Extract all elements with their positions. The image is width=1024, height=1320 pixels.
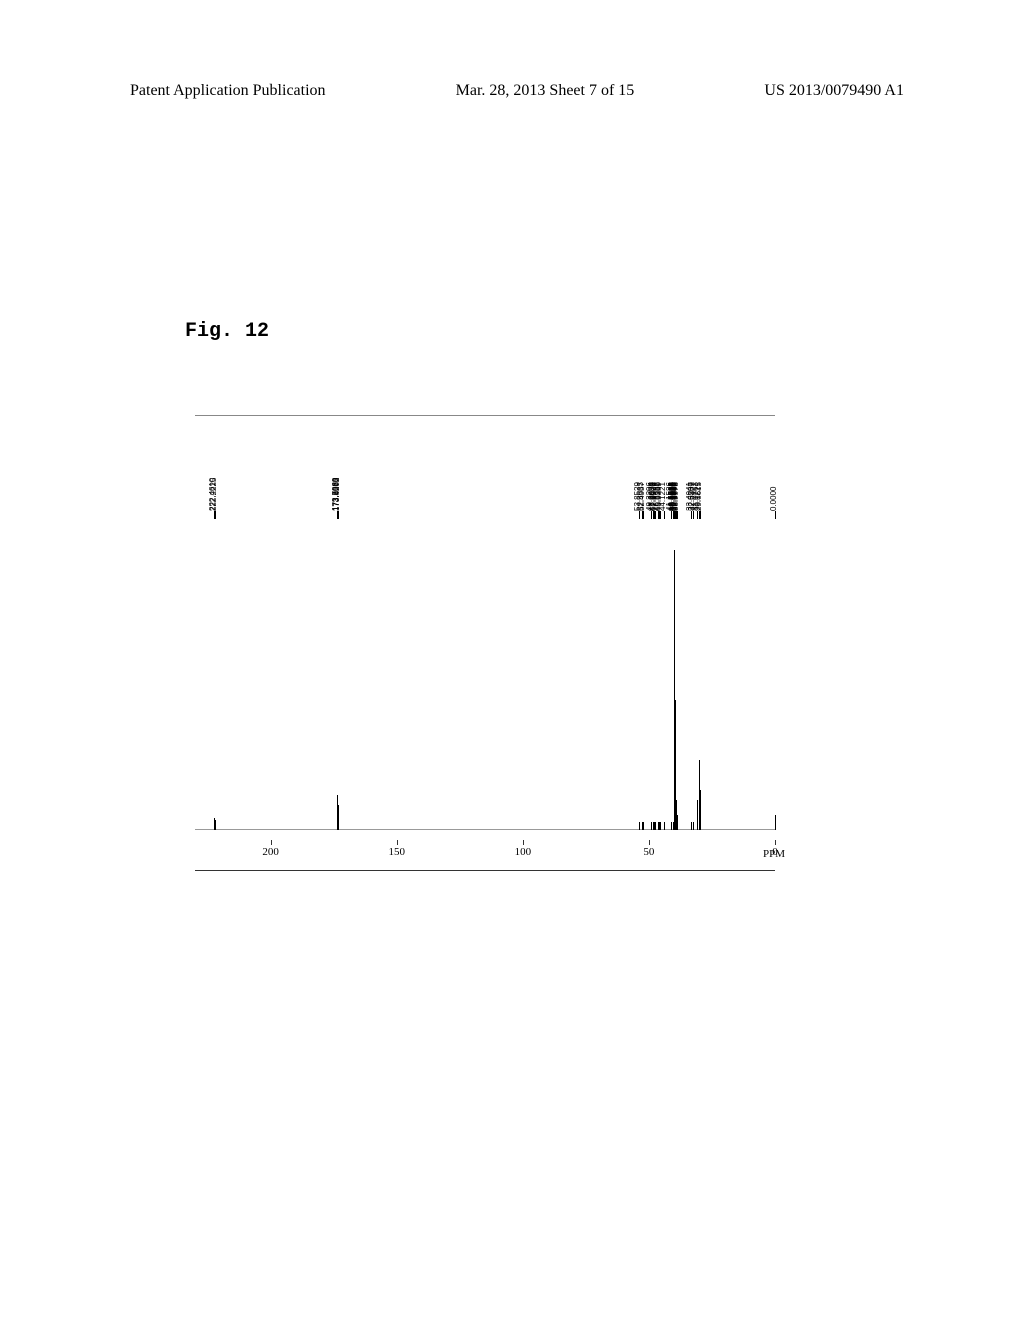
x-axis-tick bbox=[397, 840, 398, 845]
peak-tick bbox=[655, 511, 656, 519]
x-axis-tick-label: 200 bbox=[262, 846, 279, 858]
spectrum-peak bbox=[651, 822, 652, 830]
header-date-sheet: Mar. 28, 2013 Sheet 7 of 15 bbox=[456, 82, 635, 100]
peak-tick bbox=[215, 511, 216, 519]
spectrum-peak bbox=[655, 822, 656, 830]
x-axis: 050100150200 bbox=[195, 840, 775, 870]
page-header: Patent Application Publication Mar. 28, … bbox=[0, 82, 1024, 100]
spectrum-peak bbox=[697, 800, 698, 830]
peak-tick bbox=[643, 511, 644, 519]
peak-tick bbox=[651, 511, 652, 519]
peak-label: 173.3672 bbox=[332, 478, 341, 511]
x-axis-tick bbox=[775, 840, 776, 845]
spectrum-baseline bbox=[195, 829, 775, 830]
spectrum-peak bbox=[691, 822, 692, 830]
header-patent-number: US 2013/0079490 A1 bbox=[764, 82, 904, 100]
x-axis-tick bbox=[649, 840, 650, 845]
peak-tick bbox=[677, 511, 678, 519]
spectrum-peak bbox=[338, 810, 339, 830]
spectrum-plot-area: 050100150200 PPM bbox=[195, 531, 775, 871]
spectrum-peak bbox=[639, 822, 640, 830]
peak-label: 29.6615 bbox=[694, 482, 703, 511]
spectrum-peak bbox=[643, 822, 644, 830]
peak-tick bbox=[639, 511, 640, 519]
peak-tick bbox=[697, 511, 698, 519]
peak-tick bbox=[691, 511, 692, 519]
spectrum-peak bbox=[677, 815, 678, 830]
x-axis-tick-label: 100 bbox=[515, 846, 532, 858]
peak-tick bbox=[700, 511, 701, 519]
figure-caption: Fig. 12 bbox=[185, 320, 269, 343]
spectrum-peak bbox=[700, 790, 701, 830]
header-publication: Patent Application Publication bbox=[130, 82, 326, 100]
peak-tick bbox=[693, 511, 694, 519]
peak-tick bbox=[338, 511, 339, 519]
peak-label: 0.0000 bbox=[769, 487, 778, 511]
peak-label: 222.2225 bbox=[209, 478, 218, 511]
peak-label: 38.9975 bbox=[671, 482, 680, 511]
x-axis-tick bbox=[271, 840, 272, 845]
peak-tick bbox=[660, 511, 661, 519]
x-axis-label: PPM bbox=[763, 848, 785, 860]
spectrum-peak bbox=[660, 822, 661, 830]
spectrum-peak bbox=[215, 820, 216, 830]
peak-labels-region: 222.4610222.2225173.7080173.6668173.4283… bbox=[195, 416, 775, 511]
spectrum-peak bbox=[693, 822, 694, 830]
spectrum-peak bbox=[775, 815, 776, 830]
x-axis-tick-label: 50 bbox=[643, 846, 654, 858]
peak-tick bbox=[775, 511, 776, 519]
x-axis-tick bbox=[523, 840, 524, 845]
spectrum-peak bbox=[664, 822, 665, 830]
nmr-spectrum-chart: 222.4610222.2225173.7080173.6668173.4283… bbox=[195, 415, 775, 920]
x-axis-tick-label: 150 bbox=[388, 846, 405, 858]
peak-tick bbox=[664, 511, 665, 519]
